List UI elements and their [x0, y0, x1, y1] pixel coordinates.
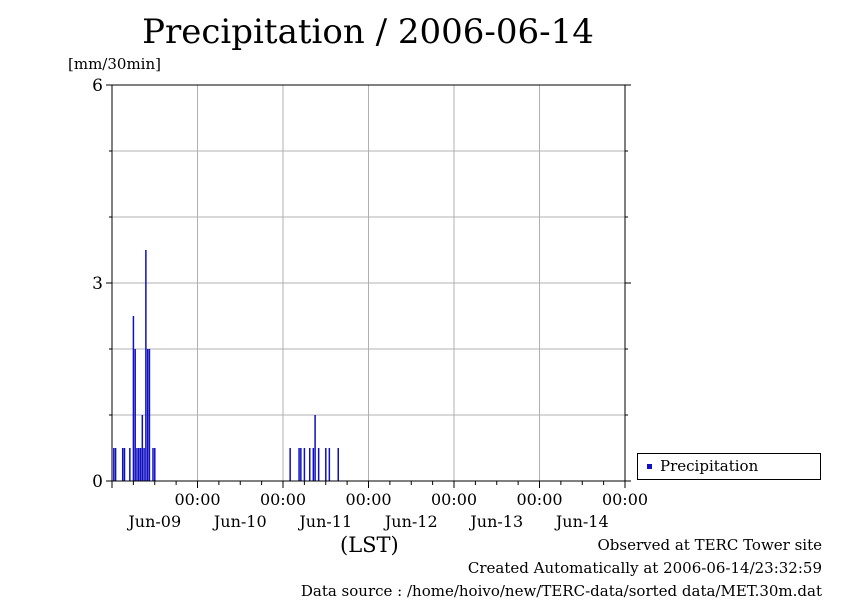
precipitation-bar [303, 448, 306, 481]
y-axis-unit-label: [mm/30min] [68, 55, 161, 73]
precipitation-bar [325, 448, 327, 481]
precipitation-bar [289, 448, 291, 481]
legend-swatch [647, 464, 652, 469]
precipitation-bar [123, 448, 126, 481]
x-tick-date-label: Jun-11 [297, 512, 352, 531]
x-tick-time-label: 00:00 [602, 490, 648, 509]
chart-title: Precipitation / 2006-06-14 [142, 12, 594, 52]
precipitation-bar [143, 448, 145, 481]
precipitation-bar [139, 448, 142, 481]
precipitation-bar [154, 448, 156, 481]
footer-created: Created Automatically at 2006-06-14/23:3… [467, 559, 822, 577]
precipitation-bar [312, 448, 315, 481]
precipitation-bar [314, 415, 316, 481]
precipitation-bar [114, 448, 117, 481]
tick-layer: 0 3 6 00:00 Jun-09 00:00 Jun-10 00:00 Jun-11 00:0… [92, 76, 648, 531]
precipitation-bar [317, 448, 320, 481]
legend: Precipitation [637, 453, 821, 480]
x-tick-time-label: 00:00 [345, 490, 391, 509]
x-tick-time-label: 00:00 [516, 490, 562, 509]
x-tick-time-label: 00:00 [431, 490, 477, 509]
precipitation-bar [337, 448, 340, 481]
precipitation-bar [152, 448, 154, 481]
y-tick-label: 3 [92, 274, 103, 294]
footer-observed: Observed at TERC Tower site [597, 536, 822, 554]
y-tick-label: 0 [92, 472, 103, 492]
x-axis-label: (LST) [340, 533, 399, 557]
grid-layer [112, 85, 625, 481]
bar-layer [113, 250, 340, 481]
x-tick-date-label: Jun-10 [212, 512, 267, 531]
legend-label: Precipitation [660, 457, 759, 475]
precipitation-bar [132, 316, 135, 481]
precipitation-bar [328, 448, 331, 481]
precipitation-bar [145, 250, 147, 481]
precipitation-bar [129, 448, 131, 481]
precipitation-bar [136, 448, 138, 481]
x-tick-time-label: 00:00 [174, 490, 220, 509]
x-tick-date-label: Jun-14 [554, 512, 609, 531]
precipitation-bar [309, 448, 311, 481]
y-tick-label: 6 [92, 76, 103, 96]
x-tick-date-label: Jun-12 [383, 512, 438, 531]
precipitation-bar [138, 448, 140, 481]
precipitation-bar [146, 349, 149, 481]
x-tick-date-label: Jun-09 [126, 512, 181, 531]
precipitation-bar [141, 415, 144, 481]
precipitation-bar [121, 448, 124, 481]
x-tick-time-label: 00:00 [260, 490, 306, 509]
precipitation-bar [300, 448, 302, 481]
footer-data-source: Data source : /home/hoivo/new/TERC-data/… [300, 582, 822, 600]
precipitation-bar [134, 349, 136, 481]
precipitation-bar [148, 349, 151, 481]
precipitation-bar [298, 448, 300, 481]
precipitation-bar [113, 448, 115, 481]
x-tick-date-label: Jun-13 [468, 512, 523, 531]
